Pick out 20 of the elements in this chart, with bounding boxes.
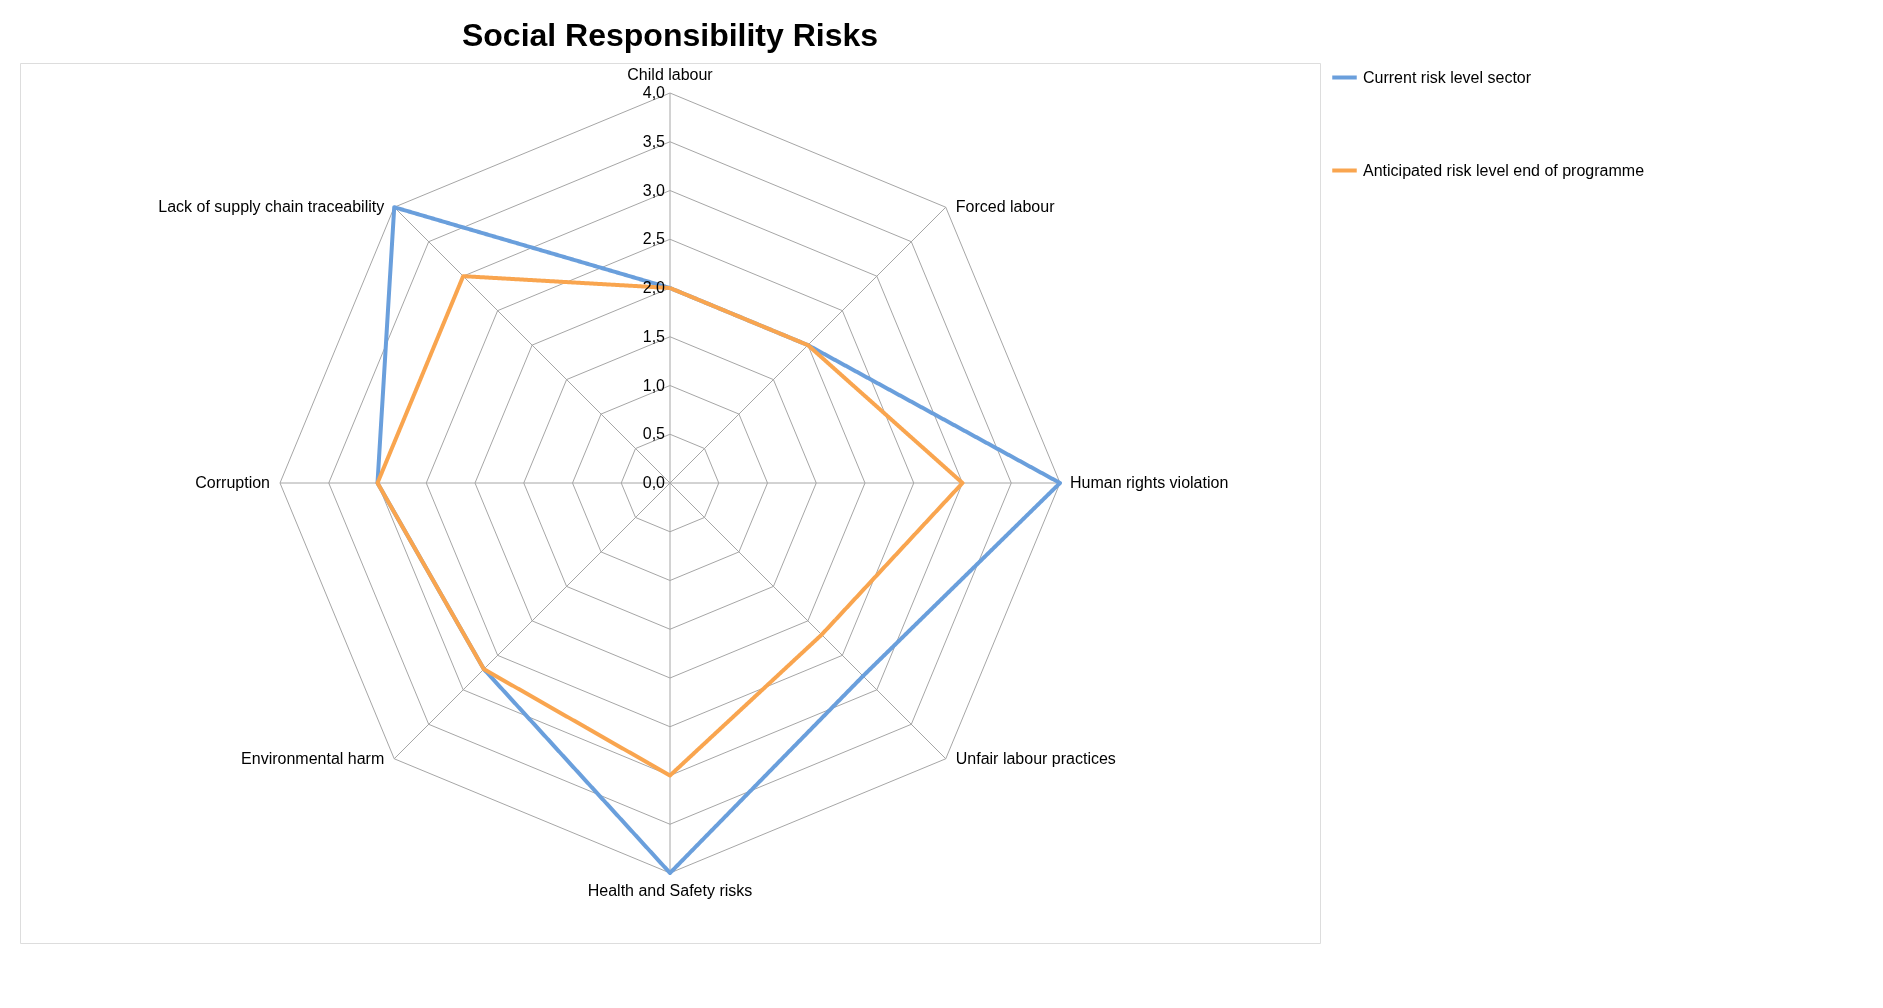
spoke-label: Corruption (195, 474, 270, 491)
spoke-label: Lack of supply chain traceability (158, 198, 385, 216)
y-tick-label: 1,5 (642, 327, 666, 345)
spoke-label: Unfair labour practices (955, 749, 1116, 767)
y-tick-label: 0,5 (642, 425, 666, 443)
y-tick-label: 0,0 (642, 474, 666, 491)
y-tick-label: 2,5 (642, 230, 666, 248)
y-tick-label: 3,0 (642, 181, 666, 199)
legend-label: Current risk level sector (1363, 68, 1532, 86)
spoke-label: Environmental harm (241, 749, 385, 767)
chart-title: Social Responsibility Risks (461, 17, 879, 53)
legend-label: Anticipated risk level end of programme (1363, 161, 1645, 179)
y-tick-label: 1,0 (642, 376, 666, 394)
spoke-label: Human rights violation (1070, 474, 1229, 491)
y-tick-label: 3,5 (642, 132, 666, 150)
y-tick-label: 4,0 (642, 84, 666, 101)
spoke-label: Child labour (627, 66, 714, 83)
y-tick-label: 2,0 (642, 279, 666, 296)
spoke-label: Health and Safety risks (587, 882, 753, 899)
spoke-label: Forced labour (955, 198, 1056, 216)
